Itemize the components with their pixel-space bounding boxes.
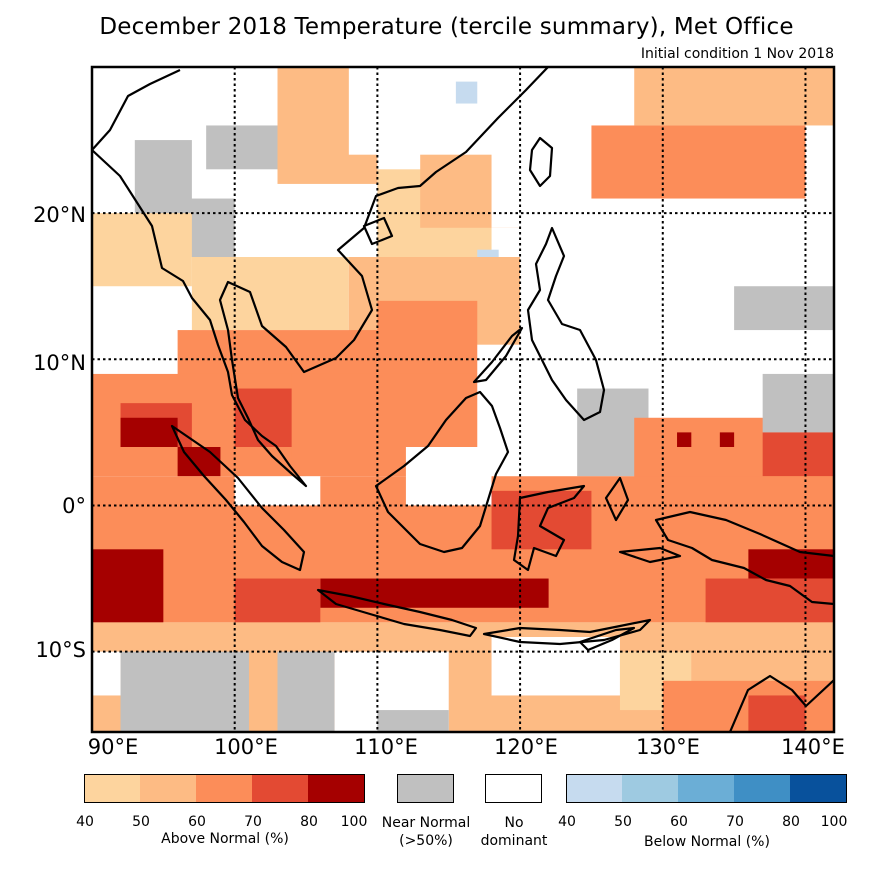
no-dominant-caption: No dominant (464, 814, 564, 850)
cell-region-12 (455, 81, 478, 104)
lat-label-10s: 10°S (35, 638, 86, 662)
near-normal-caption-line1: Near Normal (381, 815, 471, 831)
cell-region-5 (191, 257, 349, 331)
below-bin-0 (566, 774, 623, 803)
below-tick-80: 80 (782, 814, 800, 830)
no-dominant-caption-line1: No (504, 815, 524, 831)
cell-region-44 (120, 651, 249, 732)
coastline-lesser-sunda (482, 618, 652, 646)
lon-label-110e: 110°E (354, 735, 418, 759)
coastline-taiwan (528, 136, 554, 188)
cell-region-32 (762, 432, 834, 477)
below-normal-colorbar (566, 774, 847, 803)
above-tick-40: 40 (76, 814, 94, 830)
cell-region-3 (206, 125, 278, 170)
above-tick-100: 100 (340, 814, 368, 830)
cell-region-52 (377, 710, 449, 732)
above-tick-70: 70 (244, 814, 262, 830)
coastline-philippines (526, 226, 606, 422)
coastline-sumatra (170, 424, 306, 572)
map-subtitle: Initial condition 1 Nov 2018 (640, 46, 834, 62)
cell-region-31 (719, 432, 735, 447)
cell-region-14 (591, 125, 806, 199)
above-bin-0 (84, 774, 141, 803)
coastline-new-guinea (654, 510, 834, 606)
cell-region-17 (734, 286, 834, 331)
cell-region-38 (92, 549, 164, 623)
above-tick-80: 80 (300, 814, 318, 830)
below-bin-2 (678, 774, 735, 803)
below-normal-caption: Below Normal (%) (644, 834, 770, 850)
above-normal-colorbar (84, 774, 365, 803)
lat-label-10n: 10°N (33, 351, 86, 375)
below-tick-60: 60 (670, 814, 688, 830)
above-bin-4 (308, 774, 365, 803)
lon-label-100e: 100°E (214, 735, 278, 759)
cell-region-11 (491, 67, 592, 228)
coastline-mainland (92, 67, 549, 488)
cell-region-45 (92, 651, 121, 696)
map-frame (90, 65, 836, 734)
cell-region-8 (348, 67, 449, 155)
below-tick-40: 40 (558, 814, 576, 830)
cell-region-40 (234, 578, 321, 623)
cell-region-33 (762, 373, 834, 433)
cell-region-27 (477, 373, 592, 477)
above-bin-2 (196, 774, 253, 803)
coastline-timor (578, 626, 636, 652)
below-bin-4 (790, 774, 847, 803)
below-tick-70: 70 (726, 814, 744, 830)
near-normal-caption: Near Normal (>50%) (376, 814, 476, 850)
lon-label-120e: 120°E (494, 735, 558, 759)
cell-region-39 (320, 578, 549, 608)
below-bin-1 (622, 774, 679, 803)
lon-label-140e: 140°E (781, 735, 845, 759)
near-normal-caption-line2: (>50%) (399, 833, 453, 849)
lat-label-20n: 20°N (33, 203, 86, 227)
coastline-hainan (362, 216, 394, 246)
below-tick-100: 100 (820, 814, 848, 830)
coastline-sulawesi (512, 484, 586, 572)
above-tick-50: 50 (132, 814, 150, 830)
coastline-seram (618, 546, 682, 564)
coastlines (92, 67, 834, 732)
cell-region-42 (705, 578, 834, 623)
no-dominant-swatch (485, 774, 542, 803)
cell-region-35 (405, 447, 492, 506)
above-bin-3 (252, 774, 309, 803)
lon-label-90e: 90°E (87, 735, 139, 759)
cell-region-51 (748, 695, 806, 732)
coastline-palawan (472, 326, 524, 384)
map-title: December 2018 Temperature (tercile summa… (99, 14, 794, 40)
lon-label-130e: 130°E (636, 735, 700, 759)
no-dominant-caption-line2: dominant (480, 833, 548, 849)
cell-region-15 (634, 67, 834, 126)
cell-region-23 (120, 417, 178, 447)
above-normal-caption: Above Normal (%) (161, 831, 289, 847)
cell-region-4 (92, 213, 192, 287)
above-bin-1 (140, 774, 197, 803)
below-bin-3 (734, 774, 791, 803)
coastline-maluku (604, 476, 630, 522)
cell-region-46 (277, 651, 335, 732)
probability-cells (92, 67, 834, 732)
below-tick-50: 50 (614, 814, 632, 830)
near-normal-swatch (397, 774, 454, 803)
above-tick-60: 60 (188, 814, 206, 830)
lat-label-0: 0° (62, 494, 86, 518)
coastline-myanmar (92, 69, 181, 151)
cell-region-30 (677, 432, 692, 447)
coastline-australia (728, 674, 834, 732)
coastline-borneo (374, 390, 510, 554)
